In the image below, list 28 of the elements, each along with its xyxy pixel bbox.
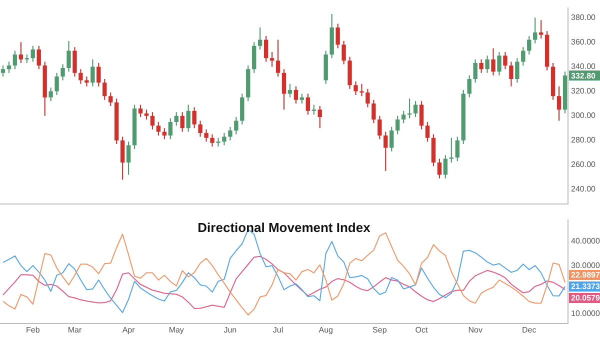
x-tick-label: Dec	[522, 325, 536, 334]
x-tick-label: Aug	[318, 325, 333, 334]
x-tick-label: May	[168, 325, 184, 334]
data-label: 20.0579	[571, 294, 600, 303]
y-tick-label: 40.0000	[571, 236, 600, 246]
y-tick-label: 30.0000	[571, 260, 600, 270]
x-tick-label: Jul	[272, 325, 284, 334]
chart-title: Directional Movement Index	[198, 220, 372, 235]
data-label: 21.3373	[571, 282, 600, 292]
y-tick-label: 10.0000	[571, 308, 600, 318]
y-tick-label: 280.00	[571, 136, 596, 145]
y-tick-label: 380.00	[571, 12, 596, 22]
y-tick-label: 300.00	[571, 111, 596, 120]
x-tick-label: Nov	[468, 325, 482, 334]
y-tick-label: 240.00	[571, 184, 596, 194]
x-tick-label: Jun	[224, 325, 237, 334]
y-tick-label: 340.00	[571, 62, 596, 71]
x-tick-label: Feb	[26, 325, 40, 334]
candlestick	[216, 138, 220, 147]
y-tick-label: 360.00	[571, 37, 596, 46]
y-tick-label: 320.00	[571, 86, 596, 96]
x-tick-label: Sep	[372, 325, 388, 334]
x-tick-label: Oct	[415, 325, 429, 334]
x-tick-label: Apr	[122, 325, 136, 334]
data-label: 22.9897	[571, 270, 600, 280]
x-tick-label: Mar	[68, 325, 82, 334]
y-tick-label: 260.00	[571, 160, 596, 170]
annotation: 332.80	[571, 71, 596, 80]
